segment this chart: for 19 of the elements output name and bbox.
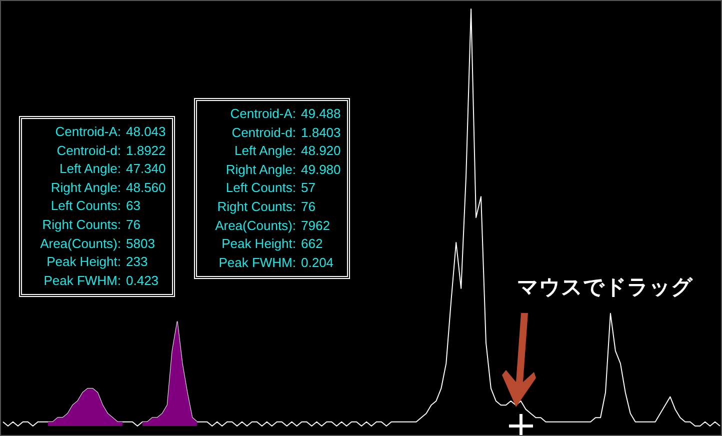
annotation: Centroid-A: 48.043 [54,123,166,141]
annotation: Right Counts: 76 [41,216,140,234]
annotation: Left Angle: 47.340 [58,160,166,178]
annotation: Area(Counts): 7962 [214,216,330,235]
annotation: Peak Height: 662 [220,235,323,254]
annotation: Left Counts: 63 [50,197,140,216]
annotation: Peak FWHM: 0.204 [218,254,334,272]
annotation: Centroid-d: 1.8403 [230,124,341,142]
annotation: Left Counts: 57 [224,179,316,198]
annotation: Right Angle: 48.560 [50,178,166,197]
annotation: Peak Height: 233 [46,253,148,272]
annotation: Area(Counts): 5803 [39,234,155,253]
annotation: Peak FWHM: 0.423 [42,272,159,290]
annotation: Right Angle: 49.980 [224,160,341,179]
annotation: Centroid-d: 1.8922 [56,142,166,160]
annotation: Left Angle: 48.920 [234,142,341,160]
annotation: マウスでドラッグ [517,274,693,301]
annotation: Centroid-A: 49.488 [229,105,341,123]
annotation: Right Counts: 76 [216,198,316,216]
